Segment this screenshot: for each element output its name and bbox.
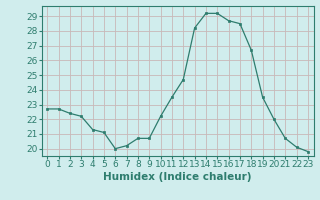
X-axis label: Humidex (Indice chaleur): Humidex (Indice chaleur) [103, 172, 252, 182]
